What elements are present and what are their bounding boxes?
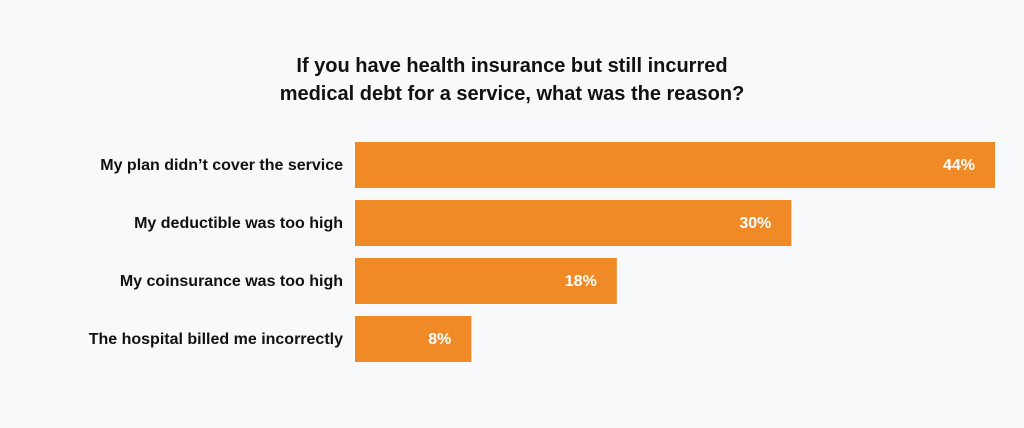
category-label: My coinsurance was too high (120, 273, 343, 290)
value-label: 30% (739, 215, 771, 232)
bar (355, 258, 617, 304)
bar (355, 142, 995, 188)
chart-title: If you have health insurance but still i… (279, 55, 745, 105)
category-label: My deductible was too high (134, 215, 343, 232)
value-label: 44% (943, 157, 975, 174)
category-label: The hospital billed me incorrectly (89, 331, 343, 348)
value-label: 8% (428, 331, 451, 348)
bar (355, 316, 472, 362)
value-label: 18% (565, 273, 597, 290)
bar (355, 200, 792, 246)
category-label: My plan didn’t cover the service (100, 157, 343, 174)
